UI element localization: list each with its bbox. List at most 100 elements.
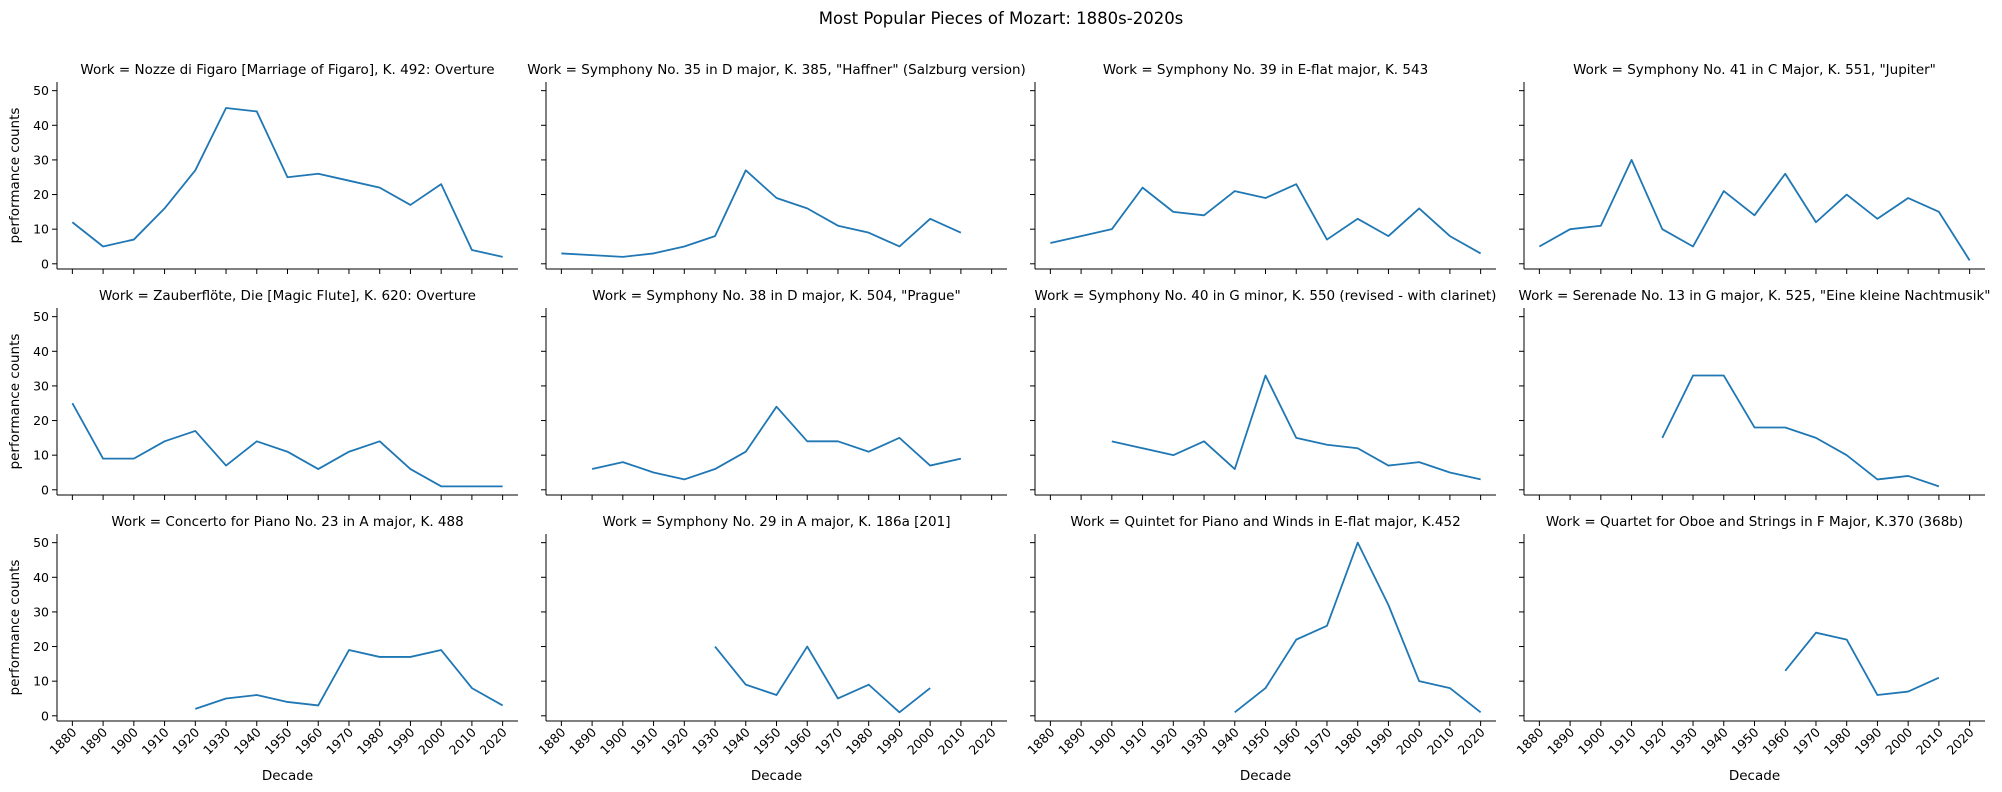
series-line [1538, 159, 1971, 261]
x-tick-label: 2020 [1455, 724, 1488, 757]
series-line [71, 402, 503, 488]
panel-title: Work = Concerto for Piano No. 23 in A ma… [111, 514, 463, 530]
y-tick-label: 30 [33, 378, 49, 393]
y-tick-label: 20 [33, 413, 49, 428]
x-tick-label: 1960 [1270, 724, 1303, 757]
x-tick-label: 2000 [904, 724, 937, 757]
x-axis-label: Decade [262, 768, 313, 784]
x-tick-label: 1900 [597, 724, 630, 757]
x-tick-label: 1910 [1606, 724, 1639, 757]
series-line [195, 649, 504, 710]
facet-panel: Work = Symphony No. 41 in C Major, K. 55… [1519, 62, 1985, 274]
panel-title: Work = Serenade No. 13 in G major, K. 52… [1519, 288, 1991, 304]
panel-title: Work = Zauberflöte, Die [Magic Flute], K… [99, 288, 476, 304]
x-tick-label: 2000 [415, 724, 448, 757]
y-tick-label: 40 [33, 344, 49, 359]
x-tick-label: 1930 [1178, 724, 1211, 757]
x-tick-label: 1890 [1544, 724, 1577, 757]
x-tick-label: 1910 [139, 724, 172, 757]
panel-title: Work = Symphony No. 40 in G minor, K. 55… [1035, 288, 1497, 304]
panel-title: Work = Quintet for Piano and Winds in E-… [1070, 514, 1460, 530]
x-tick-label: 1940 [1209, 724, 1242, 757]
facet-panel: Work = Zauberflöte, Die [Magic Flute], K… [7, 288, 518, 500]
y-tick-label: 30 [33, 152, 49, 167]
y-tick-label: 0 [41, 708, 49, 723]
y-tick-label: 20 [33, 639, 49, 654]
x-tick-label: 1910 [1117, 724, 1150, 757]
y-tick-label: 40 [33, 118, 49, 133]
x-tick-label: 1940 [231, 724, 264, 757]
x-tick-label: 1930 [689, 724, 722, 757]
facet-panel: Work = Nozze di Figaro [Marriage of Figa… [7, 62, 518, 274]
x-tick-label: 1920 [169, 724, 202, 757]
x-tick-label: 1900 [1575, 724, 1608, 757]
x-tick-label: 1920 [658, 724, 691, 757]
y-tick-label: 10 [33, 448, 49, 463]
y-axis-label: performance counts [7, 334, 23, 470]
panel-title: Work = Symphony No. 29 in A major, K. 18… [603, 514, 951, 530]
y-tick-label: 20 [33, 187, 49, 202]
x-tick-label: 2010 [1913, 724, 1946, 757]
x-tick-label: 1980 [354, 724, 387, 757]
x-tick-label: 2020 [966, 724, 999, 757]
x-tick-label: 2020 [477, 724, 510, 757]
x-tick-label: 1890 [566, 724, 599, 757]
facet-panel: Work = Symphony No. 29 in A major, K. 18… [535, 514, 1007, 784]
facet-grid: Work = Nozze di Figaro [Marriage of Figa… [7, 62, 1990, 784]
x-tick-label: 1970 [1790, 724, 1823, 757]
x-tick-label: 1960 [292, 724, 325, 757]
series-line [561, 169, 962, 258]
x-tick-label: 1910 [628, 724, 661, 757]
x-axis-label: Decade [1729, 768, 1780, 784]
x-tick-label: 1920 [1636, 724, 1669, 757]
facet-panel: Work = Quintet for Piano and Winds in E-… [1024, 514, 1496, 784]
y-tick-label: 10 [33, 674, 49, 689]
x-tick-label: 1950 [1729, 724, 1762, 757]
series-line [1050, 183, 1482, 255]
series-line [1111, 374, 1481, 481]
panel-title: Work = Symphony No. 38 in D major, K. 50… [592, 288, 960, 304]
panel-title: Work = Symphony No. 35 in D major, K. 38… [527, 62, 1026, 78]
x-tick-label: 1970 [1301, 724, 1334, 757]
y-axis-label: performance counts [7, 108, 23, 244]
y-tick-label: 50 [33, 309, 49, 324]
x-tick-label: 1970 [812, 724, 845, 757]
x-tick-label: 1900 [1086, 724, 1119, 757]
series-line [1661, 374, 1940, 488]
facet-panel: Work = Serenade No. 13 in G major, K. 52… [1519, 288, 1991, 500]
panel-title: Work = Quartet for Oboe and Strings in F… [1546, 514, 1963, 530]
x-tick-label: 1880 [1024, 724, 1057, 757]
x-tick-label: 1960 [1759, 724, 1792, 757]
x-tick-label: 1990 [1851, 724, 1884, 757]
x-axis-label: Decade [751, 768, 802, 784]
x-tick-label: 2000 [1882, 724, 1915, 757]
x-tick-label: 1950 [262, 724, 295, 757]
x-tick-label: 1980 [1821, 724, 1854, 757]
y-tick-label: 50 [33, 83, 49, 98]
x-axis-label: Decade [1240, 768, 1291, 784]
series-line [71, 107, 503, 258]
x-tick-label: 2010 [446, 724, 479, 757]
x-tick-label: 2010 [1424, 724, 1457, 757]
x-tick-label: 1880 [1513, 724, 1546, 757]
x-tick-label: 1960 [781, 724, 814, 757]
facet-panel: Work = Concerto for Piano No. 23 in A ma… [7, 514, 518, 784]
chart-title: Most Popular Pieces of Mozart: 1880s-202… [819, 9, 1184, 28]
x-tick-label: 1880 [46, 724, 79, 757]
x-tick-label: 1970 [323, 724, 356, 757]
x-tick-label: 1940 [720, 724, 753, 757]
y-tick-label: 0 [41, 482, 49, 497]
y-tick-label: 30 [33, 604, 49, 619]
x-tick-label: 1990 [873, 724, 906, 757]
x-tick-label: 1890 [77, 724, 110, 757]
x-tick-label: 1980 [843, 724, 876, 757]
x-tick-label: 2020 [1944, 724, 1977, 757]
series-line [714, 645, 931, 714]
x-tick-label: 1950 [751, 724, 784, 757]
y-tick-label: 0 [41, 256, 49, 271]
x-tick-label: 1900 [108, 724, 141, 757]
x-tick-label: 1880 [535, 724, 568, 757]
x-tick-label: 1890 [1055, 724, 1088, 757]
y-tick-label: 40 [33, 570, 49, 585]
